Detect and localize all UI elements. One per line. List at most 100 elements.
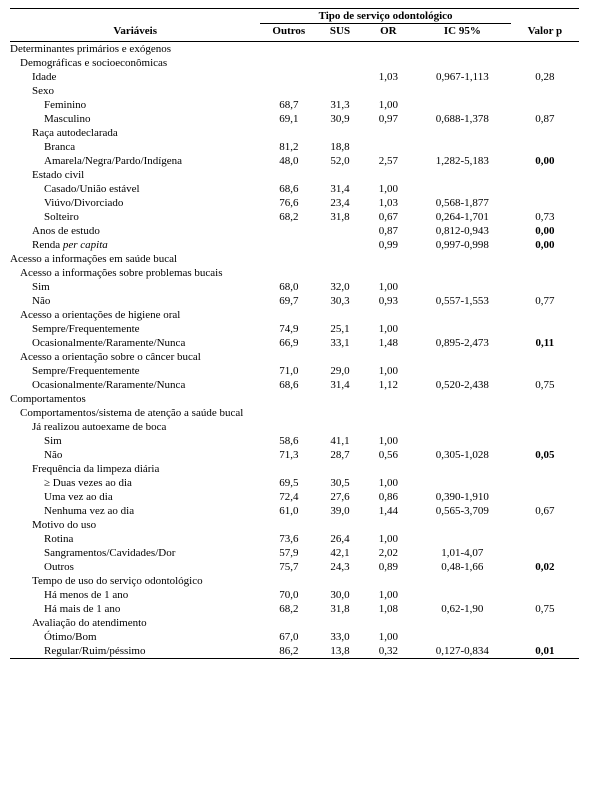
cell-outros: 68,2: [260, 602, 317, 616]
cell-or: 1,00: [363, 182, 414, 196]
header-or: OR: [363, 24, 414, 42]
cell-sus: [317, 462, 363, 476]
row-label: Acesso a informações em saúde bucal: [10, 252, 260, 266]
cell-sus: 29,0: [317, 364, 363, 378]
cell-sus: [317, 42, 363, 57]
header-outros: Outros: [260, 24, 317, 42]
row-label: Uma vez ao dia: [10, 490, 260, 504]
row-label: Motivo do uso: [10, 518, 260, 532]
cell-p: [511, 126, 579, 140]
table-row: Sexo: [10, 84, 579, 98]
cell-sus: [317, 350, 363, 364]
cell-outros: 81,2: [260, 140, 317, 154]
row-label: Idade: [10, 70, 260, 84]
cell-or: 1,00: [363, 630, 414, 644]
cell-or: 1,00: [363, 322, 414, 336]
cell-p: [511, 98, 579, 112]
cell-or: [363, 56, 414, 70]
row-label: Avaliação do atendimento: [10, 616, 260, 630]
cell-ic: 0,565-3,709: [414, 504, 511, 518]
header-row-cols: Variáveis Outros SUS OR IC 95% Valor p: [10, 24, 579, 42]
row-label: Sangramentos/Cavidades/Dor: [10, 546, 260, 560]
cell-p: [511, 518, 579, 532]
cell-outros: [260, 392, 317, 406]
cell-sus: 13,8: [317, 644, 363, 659]
cell-sus: 42,1: [317, 546, 363, 560]
cell-p: [511, 420, 579, 434]
cell-outros: [260, 126, 317, 140]
cell-ic: [414, 84, 511, 98]
row-label: Determinantes primários e exógenos: [10, 42, 260, 57]
cell-outros: 68,0: [260, 280, 317, 294]
cell-or: [363, 406, 414, 420]
cell-or: 1,03: [363, 196, 414, 210]
row-label: ≥ Duas vezes ao dia: [10, 476, 260, 490]
cell-sus: 30,9: [317, 112, 363, 126]
header-variaveis: Variáveis: [10, 24, 260, 42]
row-label: Nenhuma vez ao dia: [10, 504, 260, 518]
table-row: Frequência da limpeza diária: [10, 462, 579, 476]
cell-or: [363, 392, 414, 406]
cell-or: 0,87: [363, 224, 414, 238]
table-row: Regular/Ruim/péssimo86,213,80,320,127-0,…: [10, 644, 579, 659]
cell-outros: [260, 420, 317, 434]
cell-ic: 0,895-2,473: [414, 336, 511, 350]
cell-outros: [260, 350, 317, 364]
cell-p: [511, 350, 579, 364]
cell-ic: [414, 56, 511, 70]
cell-or: [363, 420, 414, 434]
cell-ic: [414, 280, 511, 294]
cell-ic: [414, 42, 511, 57]
row-label: Feminino: [10, 98, 260, 112]
table-row: Renda per capita0,990,997-0,9980,00: [10, 238, 579, 252]
row-label: Amarela/Negra/Pardo/Indígena: [10, 154, 260, 168]
table-row: Sempre/Frequentemente74,925,11,00: [10, 322, 579, 336]
cell-or: 1,44: [363, 504, 414, 518]
cell-p: 0,01: [511, 644, 579, 659]
table-row: Acesso a orientações de higiene oral: [10, 308, 579, 322]
cell-sus: 24,3: [317, 560, 363, 574]
cell-p: [511, 462, 579, 476]
row-label: Há mais de 1 ano: [10, 602, 260, 616]
cell-outros: 86,2: [260, 644, 317, 659]
cell-or: 1,48: [363, 336, 414, 350]
cell-ic: 0,997-0,998: [414, 238, 511, 252]
table-row: Viúvo/Divorciado76,623,41,030,568-1,877: [10, 196, 579, 210]
cell-p: [511, 364, 579, 378]
cell-or: 1,00: [363, 434, 414, 448]
row-label: Não: [10, 448, 260, 462]
cell-outros: [260, 70, 317, 84]
row-label: Sexo: [10, 84, 260, 98]
table-row: Outros75,724,30,890,48-1,660,02: [10, 560, 579, 574]
cell-or: 1,00: [363, 588, 414, 602]
cell-outros: [260, 56, 317, 70]
cell-or: 0,89: [363, 560, 414, 574]
cell-ic: 0,568-1,877: [414, 196, 511, 210]
cell-ic: [414, 476, 511, 490]
cell-p: 0,00: [511, 238, 579, 252]
cell-p: [511, 616, 579, 630]
row-label: Tempo de uso do serviço odontológico: [10, 574, 260, 588]
cell-sus: 23,4: [317, 196, 363, 210]
table-row: Ocasionalmente/Raramente/Nunca66,933,11,…: [10, 336, 579, 350]
cell-ic: [414, 518, 511, 532]
cell-ic: 0,264-1,701: [414, 210, 511, 224]
header-p: Valor p: [511, 24, 579, 42]
cell-sus: [317, 406, 363, 420]
row-label: Regular/Ruim/péssimo: [10, 644, 260, 659]
row-label: Sempre/Frequentemente: [10, 322, 260, 336]
cell-or: 1,12: [363, 378, 414, 392]
cell-ic: 0,127-0,834: [414, 644, 511, 659]
cell-ic: 0,688-1,378: [414, 112, 511, 126]
cell-outros: 76,6: [260, 196, 317, 210]
cell-p: [511, 266, 579, 280]
cell-ic: [414, 588, 511, 602]
cell-ic: 0,305-1,028: [414, 448, 511, 462]
table-row: Sim58,641,11,00: [10, 434, 579, 448]
cell-ic: 0,48-1,66: [414, 560, 511, 574]
cell-or: 2,57: [363, 154, 414, 168]
row-label: Estado civil: [10, 168, 260, 182]
cell-or: 0,56: [363, 448, 414, 462]
cell-ic: 0,557-1,553: [414, 294, 511, 308]
table-row: Branca81,218,8: [10, 140, 579, 154]
